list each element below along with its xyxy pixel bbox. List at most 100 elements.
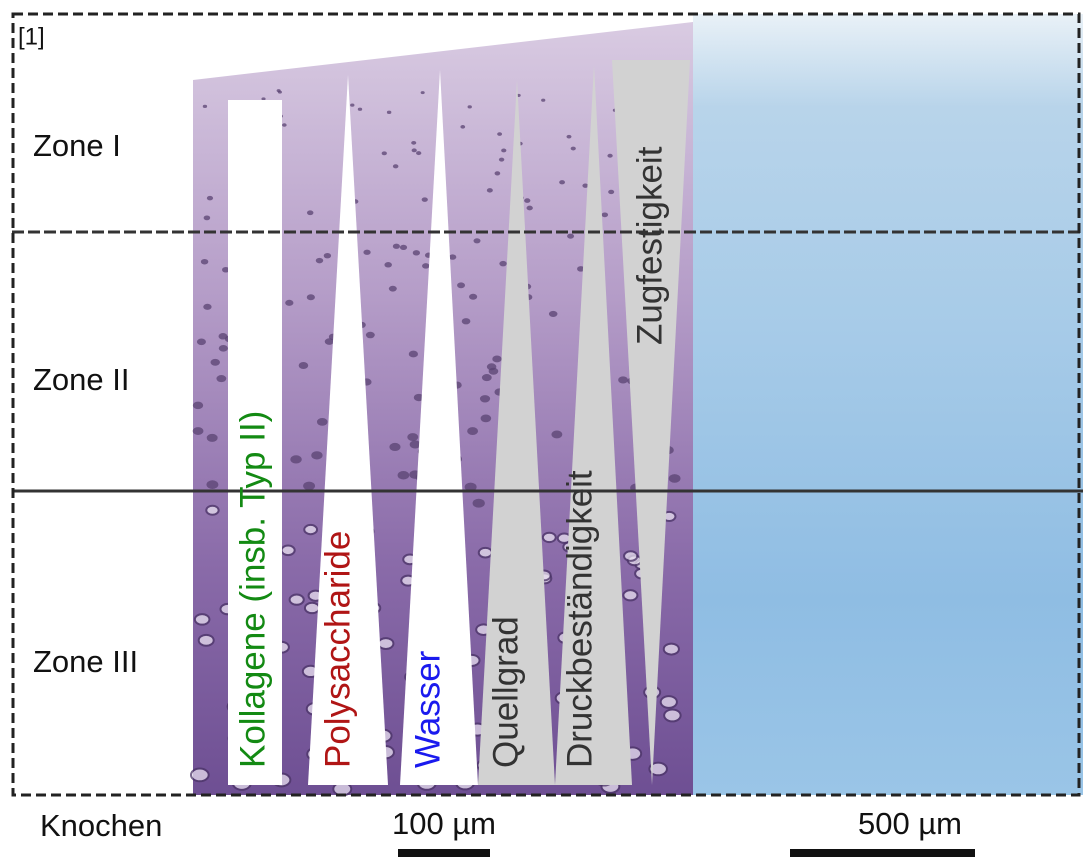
cell: [363, 250, 370, 255]
cell: [311, 451, 322, 459]
cell: [549, 311, 557, 317]
cell: [567, 135, 572, 139]
cell: [211, 359, 220, 366]
cell: [282, 123, 287, 127]
cell: [669, 474, 681, 483]
cell: [607, 154, 612, 158]
cell: [378, 638, 393, 649]
cell: [492, 356, 501, 363]
cell: [664, 709, 681, 721]
cell: [285, 300, 293, 306]
cell: [469, 294, 477, 300]
cell: [195, 614, 210, 625]
cell: [551, 431, 562, 439]
cell: [204, 215, 211, 220]
cell: [290, 595, 304, 605]
cell: [411, 141, 416, 145]
cell: [412, 148, 417, 152]
cell: [350, 104, 354, 107]
cell: [387, 111, 391, 114]
property-label: Wasser: [408, 650, 447, 768]
cell: [203, 304, 211, 310]
cell: [199, 635, 214, 646]
cell: [407, 433, 418, 441]
cell: [422, 197, 428, 202]
cell: [219, 345, 228, 352]
cell: [206, 480, 218, 489]
cell: [497, 132, 502, 136]
figure-ref: [1]: [18, 23, 45, 50]
property-label: Zugfestigkeit: [630, 146, 669, 345]
cell: [307, 210, 313, 215]
cell: [382, 151, 387, 155]
cell: [624, 551, 637, 561]
property-label: Polysaccharide: [318, 531, 357, 768]
cell: [206, 506, 218, 515]
cell: [501, 149, 506, 153]
cell: [473, 238, 480, 243]
cell: [661, 696, 677, 708]
cell: [421, 91, 425, 94]
cell: [389, 286, 397, 292]
cell: [487, 363, 497, 370]
cell: [499, 158, 504, 162]
cell: [467, 427, 478, 435]
cell: [278, 91, 282, 94]
cell: [324, 253, 331, 258]
cell: [481, 415, 492, 423]
cell: [422, 263, 430, 269]
blue-stain-image: [693, 14, 1083, 795]
scale-label: 500 µm: [858, 806, 962, 841]
cell: [468, 105, 472, 108]
cell: [400, 245, 407, 250]
cell: [299, 362, 309, 369]
cell: [290, 455, 301, 463]
cell: [482, 374, 492, 381]
cell: [304, 525, 317, 534]
cell: [389, 443, 400, 451]
cell: [197, 339, 206, 346]
cell: [449, 254, 456, 259]
cell: [664, 644, 679, 655]
scale-label: 100 µm: [392, 806, 496, 841]
cell: [191, 769, 209, 782]
cell: [393, 164, 399, 168]
cell: [409, 351, 418, 358]
cell: [398, 471, 410, 480]
cell: [541, 99, 545, 102]
cell: [207, 434, 218, 442]
cell: [524, 198, 530, 203]
cell: [487, 188, 493, 192]
cell: [307, 294, 315, 300]
bone-label: Knochen: [40, 808, 162, 843]
cell: [618, 376, 628, 383]
cell: [480, 395, 490, 402]
property-label: Quellgrad: [486, 616, 525, 768]
cell: [193, 402, 203, 410]
cell: [457, 282, 465, 288]
cell: [567, 234, 574, 239]
cell: [623, 590, 637, 600]
figure: [1] Zone I Zone II Zone III Knochen 100 …: [0, 0, 1083, 857]
cell: [282, 546, 295, 556]
cell: [384, 262, 391, 267]
cell: [219, 333, 228, 340]
cell: [543, 533, 556, 542]
cell: [216, 375, 226, 382]
cell: [317, 418, 328, 426]
cell: [602, 212, 608, 217]
property-label: Druckbeständigkeit: [560, 470, 599, 768]
cell: [527, 206, 533, 211]
cell: [416, 151, 421, 155]
cell: [413, 250, 420, 255]
cell: [608, 190, 614, 194]
cell: [473, 499, 485, 508]
cell: [201, 259, 208, 264]
cell: [358, 108, 362, 111]
cell: [203, 105, 207, 108]
cell: [462, 318, 471, 324]
cell: [207, 196, 213, 201]
cell: [366, 332, 375, 339]
zone-label: Zone III: [33, 644, 138, 679]
zone-label: Zone II: [33, 362, 130, 397]
